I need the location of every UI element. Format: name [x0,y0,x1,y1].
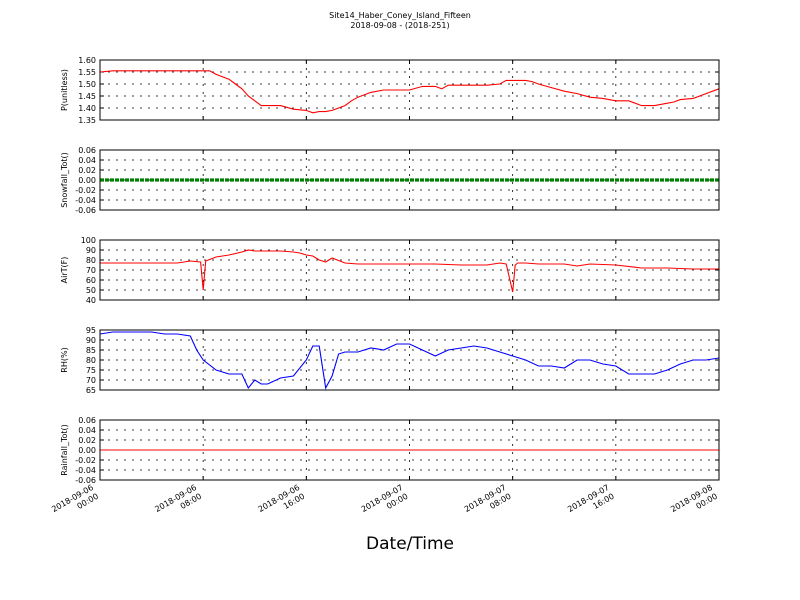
axes-frame [99,59,720,121]
axes-frame [99,329,720,391]
chart-title: Site14_Haber_Coney_Island_Fifteen [329,11,471,20]
y-axis-label: AirT(F) [60,257,69,284]
y-tick-label: 40 [86,296,96,305]
y-tick-label: 80 [86,356,96,365]
y-tick-label: -0.02 [75,456,96,465]
y-tick-label: 80 [86,256,96,265]
y-tick-label: 0.02 [78,166,96,175]
y-tick-label: 1.45 [78,92,96,101]
y-tick-label: 65 [86,386,96,395]
y-tick-label: 70 [86,376,96,385]
y-tick-label: 1.40 [78,104,96,113]
y-tick-label: -0.06 [75,206,96,215]
y-tick-label: -0.06 [75,476,96,485]
y-tick-label: -0.02 [75,186,96,195]
y-tick-label: 70 [86,266,96,275]
y-tick-label: 85 [86,346,96,355]
y-tick-label: 0.00 [78,176,96,185]
y-tick-label: 0.06 [78,146,96,155]
y-axis-label: RH(%) [60,347,69,372]
series-line [100,249,719,293]
axes-frame [99,239,720,301]
y-tick-label: 90 [86,336,96,345]
y-tick-label: 90 [86,246,96,255]
y-tick-label: 0.02 [78,436,96,445]
y-tick-label: 100 [81,236,96,245]
y-tick-label: 60 [86,276,96,285]
y-tick-label: 1.60 [78,56,96,65]
y-tick-label: 0.00 [78,446,96,455]
y-tick-label: 1.50 [78,80,96,89]
y-tick-label: -0.04 [75,466,96,475]
y-axis-label: Snowfall_Tot() [60,152,69,208]
axes-frame [99,149,720,211]
y-tick-label: 1.55 [78,68,96,77]
y-axis-label: Rainfall_Tot() [60,424,69,476]
series-line [99,70,720,114]
y-tick-label: 0.06 [78,416,96,425]
series-line [99,331,720,390]
y-tick-label: 75 [86,366,96,375]
y-tick-label: 50 [86,286,96,295]
y-tick-label: 95 [86,326,96,335]
y-tick-label: 0.04 [78,156,96,165]
y-tick-label: 1.35 [78,116,96,125]
y-tick-label: 0.04 [78,426,96,435]
chart-subtitle: 2018-09-08 - (2018-251) [350,21,450,30]
y-axis-label: P(unitless) [60,69,69,111]
y-tick-label: -0.04 [75,196,96,205]
axes-frame [99,419,720,481]
x-axis-label: Date/Time [366,534,454,554]
